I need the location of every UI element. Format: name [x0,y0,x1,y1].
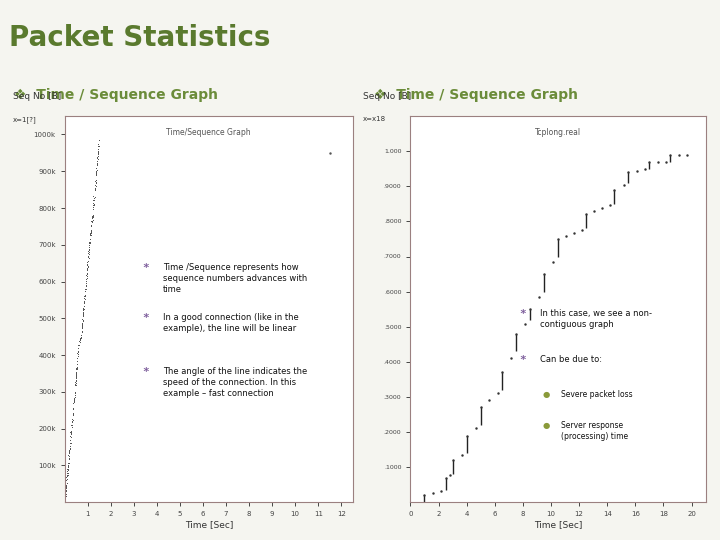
Text: Time /Sequence represents how
sequence numbers advances with
time: Time /Sequence represents how sequence n… [163,263,307,294]
Text: *: * [519,309,526,319]
Text: Server response
(processing) time: Server response (processing) time [561,421,628,441]
Text: Time/Sequence Graph: Time/Sequence Graph [166,127,251,137]
Text: ❖  Time / Sequence Graph: ❖ Time / Sequence Graph [374,87,578,102]
Text: Severe packet loss: Severe packet loss [561,390,633,399]
Text: The angle of the line indicates the
speed of the connection. In this
example – f: The angle of the line indicates the spee… [163,367,307,399]
Text: ●: ● [543,390,550,399]
Text: x=1[?]: x=1[?] [13,116,37,123]
Text: *: * [142,313,149,323]
Text: In a good connection (like in the
example), the line will be linear: In a good connection (like in the exampl… [163,313,299,333]
Text: Seq No [B]: Seq No [B] [13,92,61,100]
Text: *: * [142,367,149,377]
Text: Packet Statistics: Packet Statistics [9,24,270,52]
Text: Tcplong.real: Tcplong.real [535,127,581,137]
Text: ❖  Time / Sequence Graph: ❖ Time / Sequence Graph [14,87,218,102]
Text: x=x18: x=x18 [363,116,387,122]
Text: Seq No [B]: Seq No [B] [363,92,411,100]
Text: In this case, we see a non-
contiguous graph: In this case, we see a non- contiguous g… [540,309,652,329]
Text: *: * [519,355,526,366]
Text: ●: ● [543,421,550,430]
X-axis label: Time [Sec]: Time [Sec] [184,520,233,529]
Text: Can be due to:: Can be due to: [540,355,603,364]
X-axis label: Time [Sec]: Time [Sec] [534,520,582,529]
Text: *: * [142,263,149,273]
